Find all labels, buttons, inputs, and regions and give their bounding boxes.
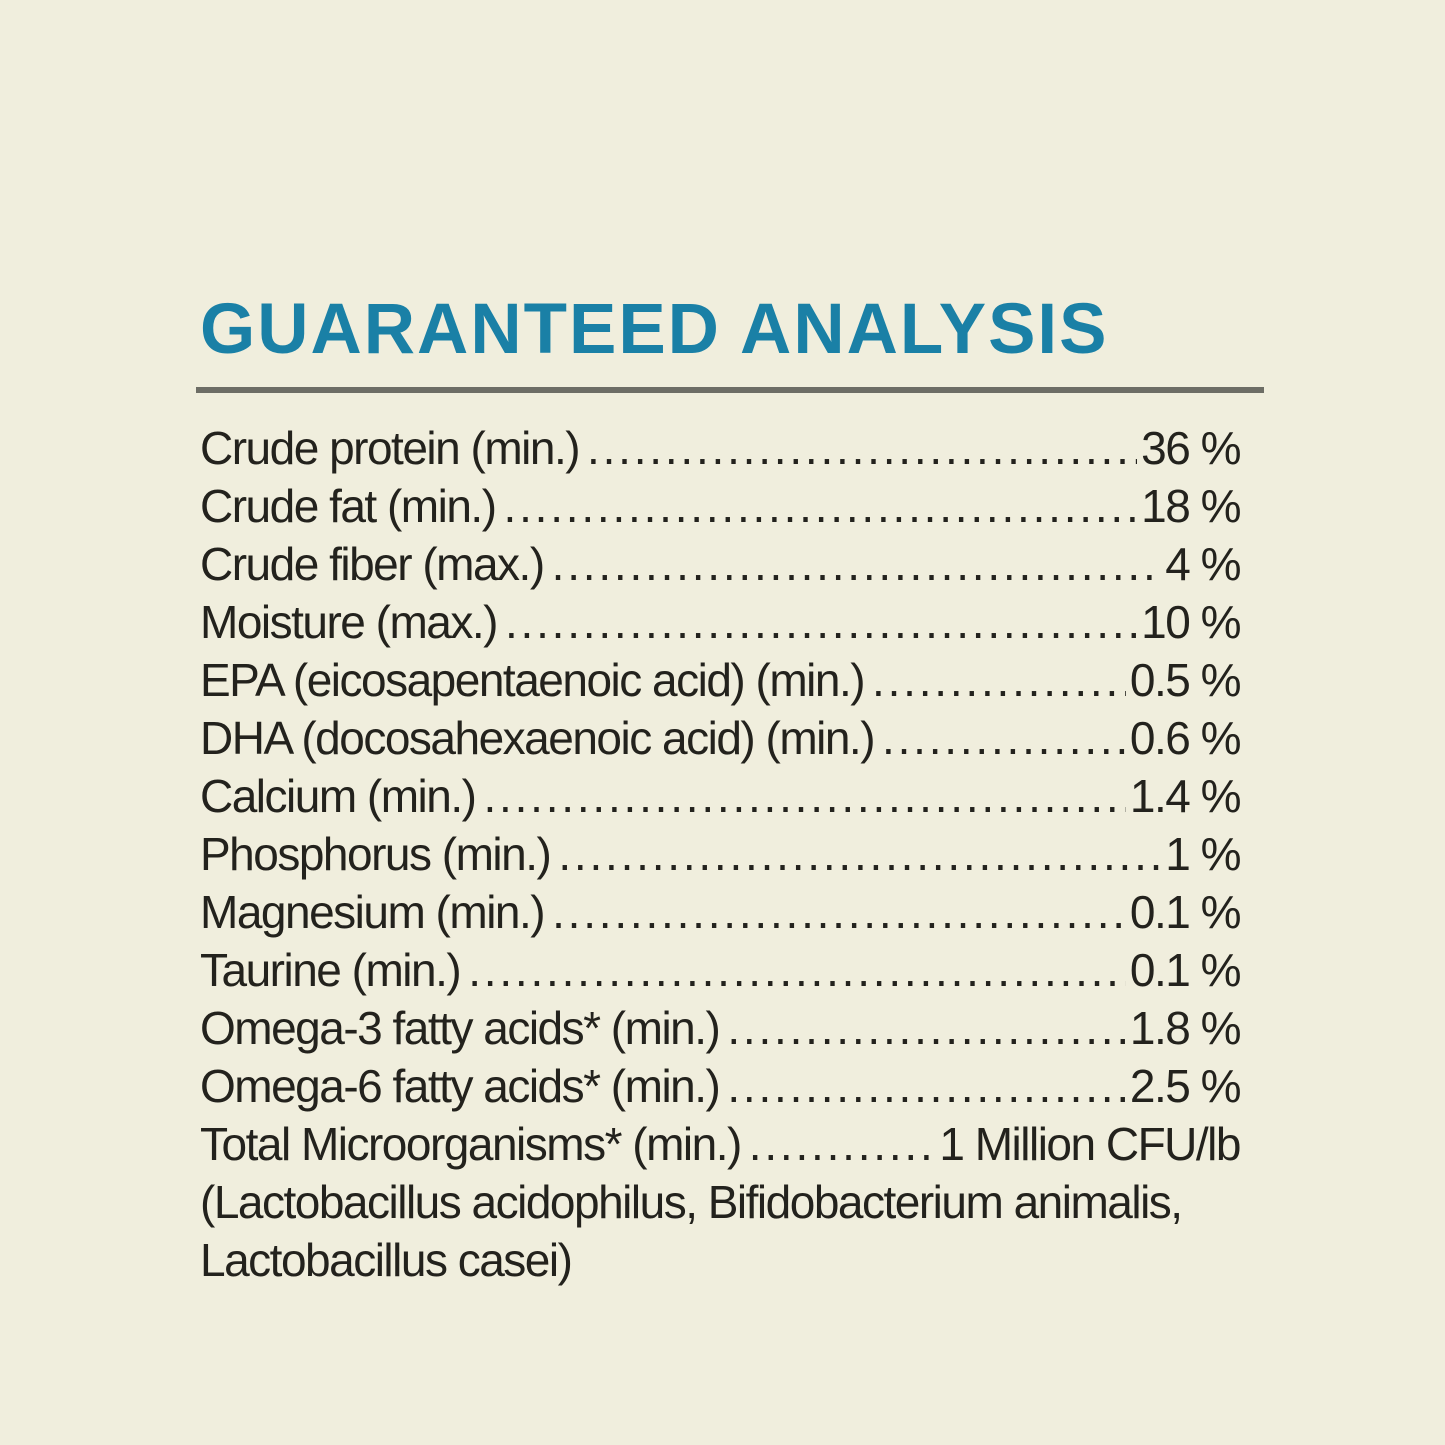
- analysis-row-epa: EPA (eicosapentaenoic acid) (min.) . . .…: [200, 651, 1242, 709]
- row-label: DHA (docosahexaenoic acid) (min.): [200, 712, 876, 764]
- dot-leader: . . . . . . . . . . . . . . . . . . . . …: [503, 480, 1138, 532]
- row-value: 0.6 %: [1129, 712, 1242, 764]
- row-label: Phosphorus (min.): [200, 828, 552, 880]
- dot-leader: . . . . . . . . . . . . . . . . . . . . …: [483, 770, 1125, 822]
- microorganisms-footnote-line-2: Lactobacillus casei): [200, 1234, 573, 1286]
- dot-leader: . . . . . . . . . . . . . . . . . . . . …: [587, 422, 1137, 474]
- dot-leader: . . . . . . . . . . . . . . . . . . . . …: [727, 1002, 1126, 1054]
- analysis-row-crude-fat: Crude fat (min.) . . . . . . . . . . . .…: [200, 477, 1241, 535]
- row-label: Crude fiber (max.): [200, 538, 545, 590]
- analysis-row-total-microorganisms: Total Microorganisms* (min.) . . . . . .…: [200, 1115, 1241, 1173]
- row-value: 1.4 %: [1129, 770, 1242, 822]
- dot-leader: . . . . . . . . . . . . . . . . . . . . …: [872, 654, 1126, 706]
- analysis-row-phosphorus: Phosphorus (min.) . . . . . . . . . . . …: [200, 825, 1241, 883]
- analysis-row-crude-protein: Crude protein (min.) . . . . . . . . . .…: [200, 419, 1241, 477]
- dot-leader: . . . . . . . . . . . . . . . . . . . . …: [552, 886, 1126, 938]
- analysis-row-moisture: Moisture (max.) . . . . . . . . . . . . …: [200, 593, 1241, 651]
- row-value: 1.8 %: [1129, 1002, 1242, 1054]
- dot-leader: . . . . . . . . . . . . . . . . . . . . …: [504, 596, 1137, 648]
- row-label: Omega-6 fatty acids* (min.): [200, 1060, 721, 1112]
- analysis-row-calcium: Calcium (min.) . . . . . . . . . . . . .…: [200, 767, 1242, 825]
- analysis-row-omega-3: Omega-3 fatty acids* (min.) . . . . . . …: [200, 999, 1242, 1057]
- row-value: 10 %: [1141, 596, 1241, 648]
- row-value: 0.1 %: [1129, 886, 1242, 938]
- row-value: 2.5 %: [1129, 1060, 1242, 1112]
- dot-leader: . . . . . . . . . . . . . . . . . . . . …: [468, 944, 1126, 996]
- guaranteed-analysis-panel: GUARANTEED ANALYSIS Crude protein (min.)…: [196, 290, 1264, 1289]
- microorganisms-footnote-line-1: (Lactobacillus acidophilus, Bifidobacter…: [200, 1176, 1183, 1228]
- row-value: 0.5 %: [1129, 654, 1242, 706]
- row-label: Magnesium (min.): [200, 886, 546, 938]
- title-rule: [196, 387, 1264, 393]
- row-label: Total Microorganisms* (min.): [200, 1118, 742, 1170]
- row-label: EPA (eicosapentaenoic acid) (min.): [200, 654, 866, 706]
- analysis-row-magnesium: Magnesium (min.) . . . . . . . . . . . .…: [200, 883, 1242, 941]
- row-value: 0.1 %: [1129, 944, 1242, 996]
- row-label: Crude protein (min.): [200, 422, 581, 474]
- row-label: Calcium (min.): [200, 770, 477, 822]
- page-title: GUARANTEED ANALYSIS: [200, 290, 1109, 369]
- analysis-row-crude-fiber: Crude fiber (max.) . . . . . . . . . . .…: [200, 535, 1241, 593]
- row-value: 36 %: [1141, 422, 1241, 474]
- dot-leader: . . . . . . . . . . . . . . . . . . . . …: [551, 538, 1162, 590]
- analysis-row-taurine: Taurine (min.) . . . . . . . . . . . . .…: [200, 941, 1242, 999]
- row-value: 18 %: [1141, 480, 1241, 532]
- row-value: 4 %: [1165, 538, 1241, 590]
- analysis-row-dha: DHA (docosahexaenoic acid) (min.) . . . …: [200, 709, 1242, 767]
- analysis-row-omega-6: Omega-6 fatty acids* (min.) . . . . . . …: [200, 1057, 1242, 1115]
- row-value: 1 %: [1165, 828, 1241, 880]
- dot-leader: . . . . . . . . . . . . . . . . . . . . …: [882, 712, 1126, 764]
- row-label: Taurine (min.): [200, 944, 462, 996]
- row-value: 1 Million CFU/lb: [939, 1118, 1241, 1170]
- dot-leader: . . . . . . . . . . . . . . . . . . . . …: [748, 1118, 936, 1170]
- dot-leader: . . . . . . . . . . . . . . . . . . . . …: [727, 1060, 1126, 1112]
- row-label: Crude fat (min.): [200, 480, 497, 532]
- row-label: Omega-3 fatty acids* (min.): [200, 1002, 721, 1054]
- dot-leader: . . . . . . . . . . . . . . . . . . . . …: [558, 828, 1161, 880]
- analysis-list: Crude protein (min.) . . . . . . . . . .…: [200, 419, 1242, 1289]
- row-label: Moisture (max.): [200, 596, 498, 648]
